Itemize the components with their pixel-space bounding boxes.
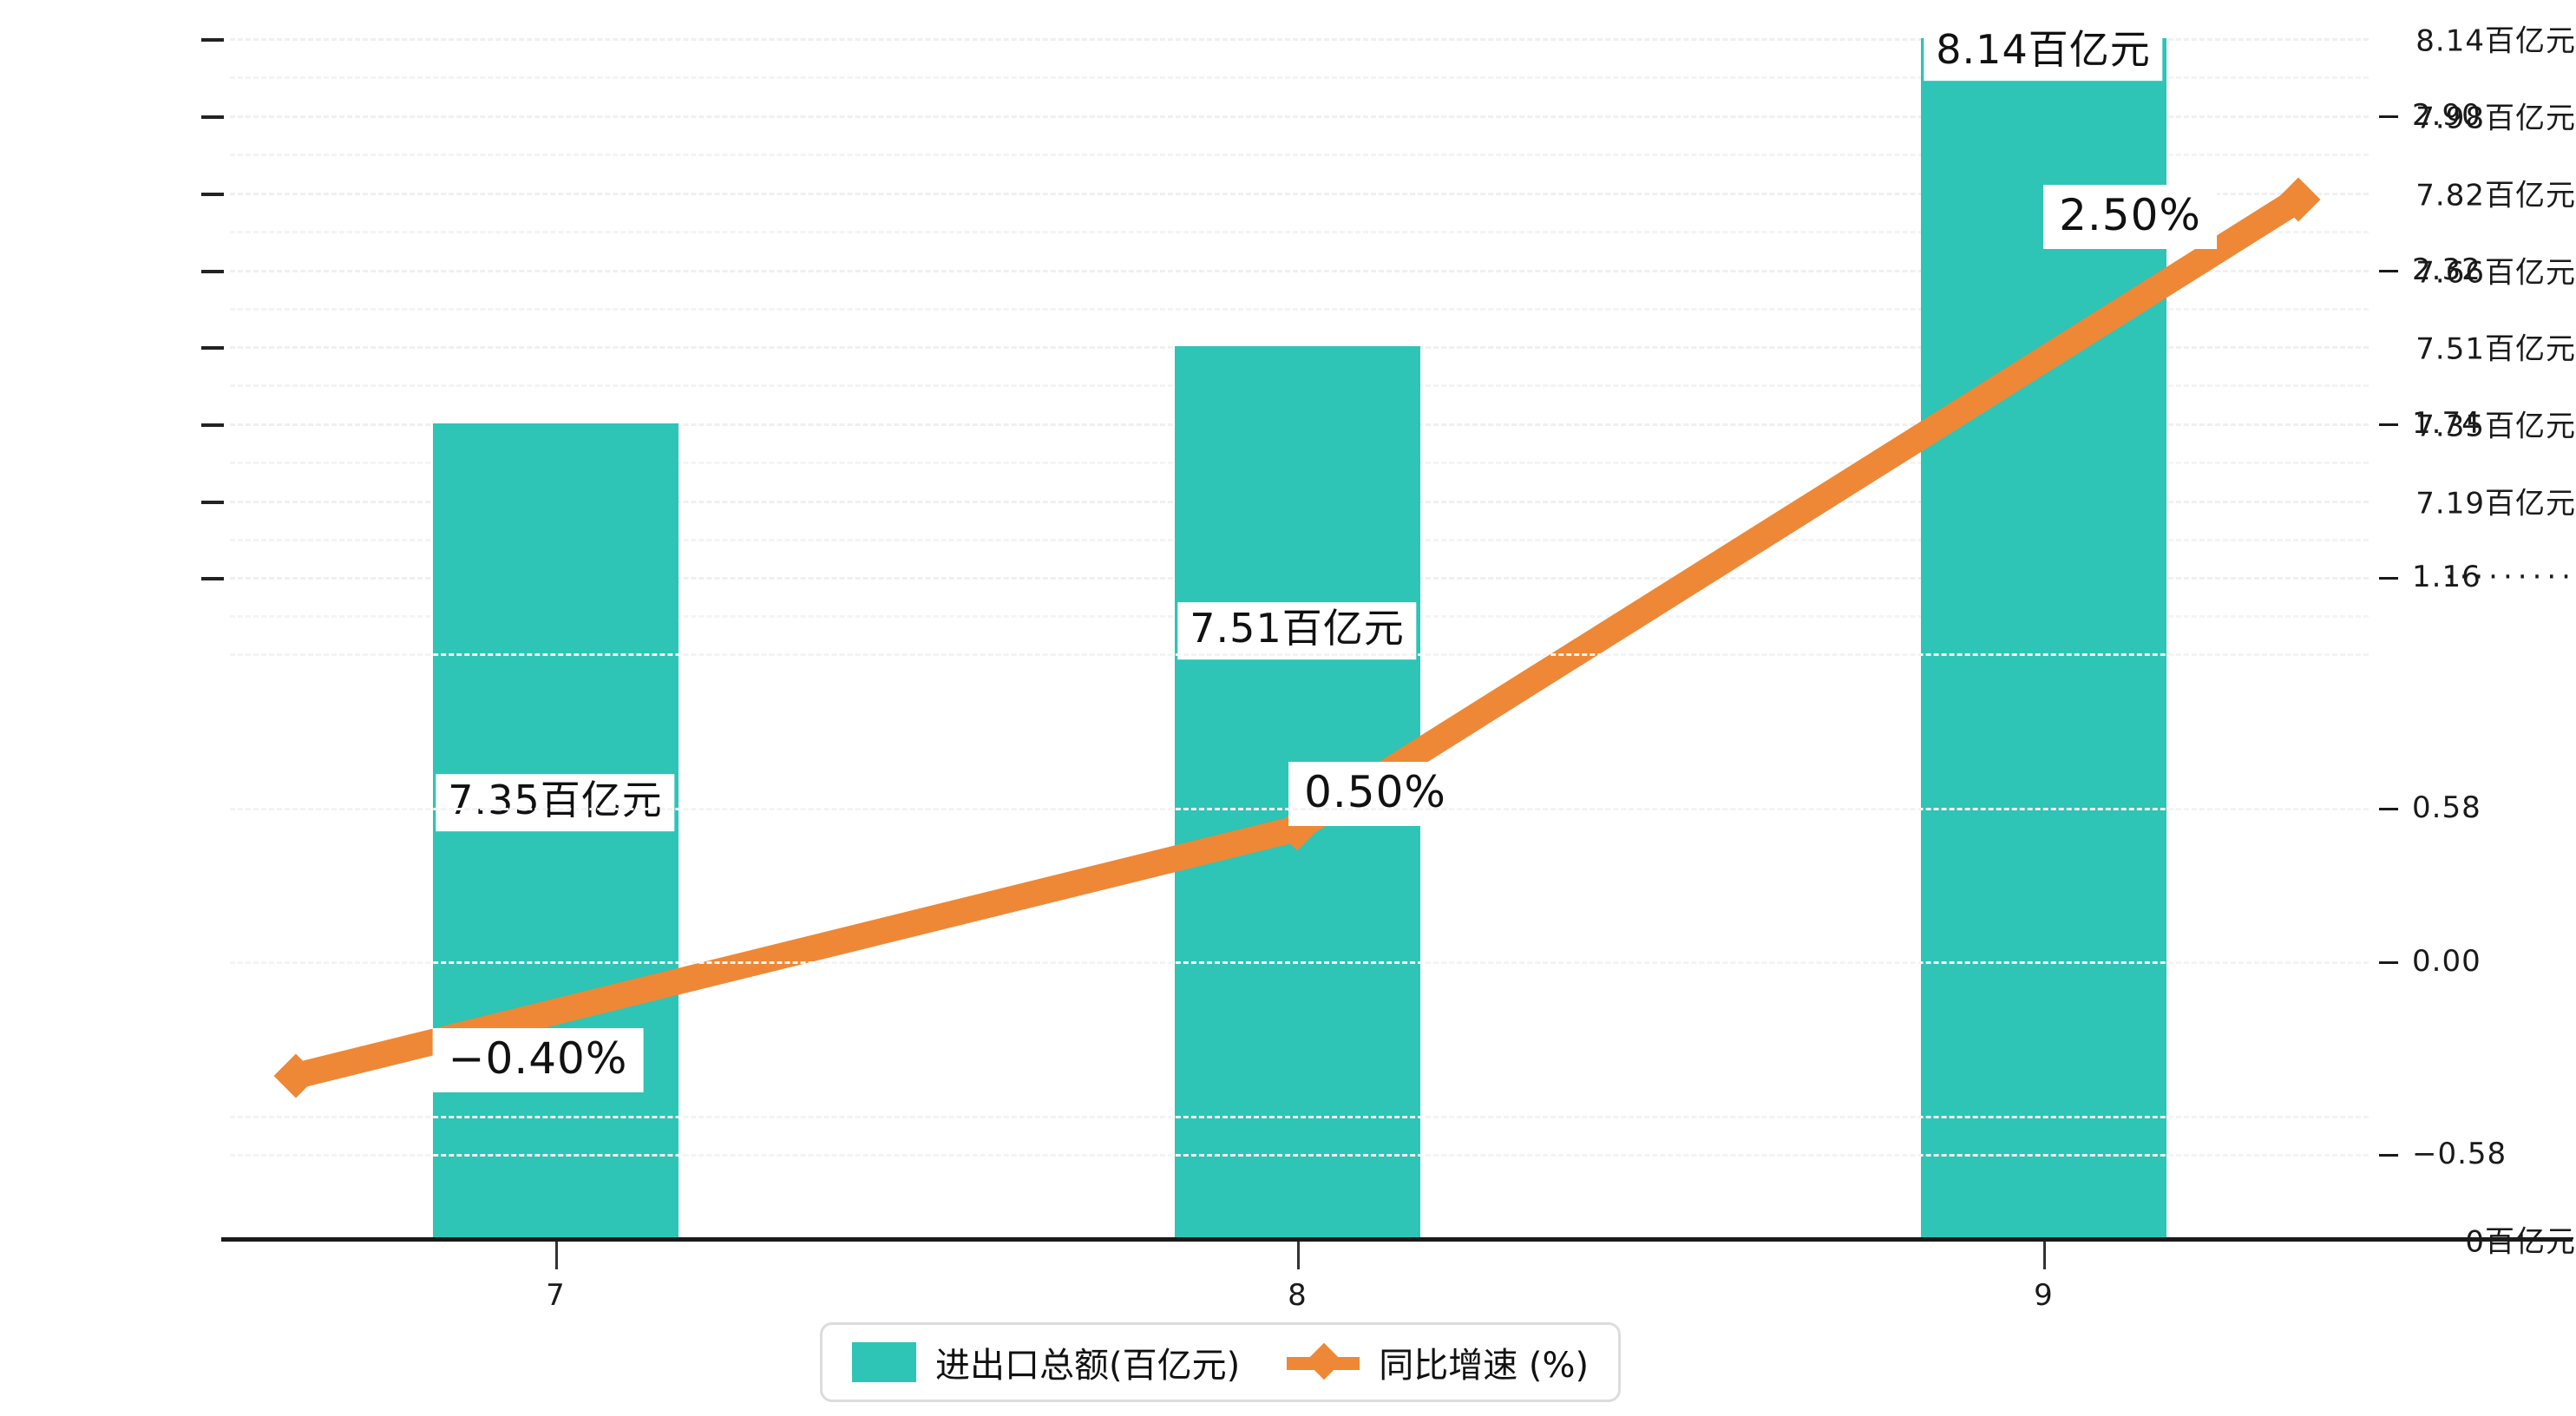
y-axis-label-right: 2.32 [2379, 252, 2481, 287]
gridline-minor [230, 76, 2369, 79]
line-marker-9 [2276, 177, 2321, 222]
gridline-minor [230, 653, 2369, 656]
chart-legend[interactable]: 进出口总额(百亿元) 同比增速 (%) [820, 1322, 1622, 1402]
tick-dash-icon [2379, 115, 2398, 118]
x-axis-line [221, 1237, 2573, 1242]
gridline-minor [230, 1154, 2369, 1157]
y-tick-left [201, 193, 224, 196]
gridline-minor [230, 961, 2369, 964]
y-axis-label-right: −0.58 [2379, 1137, 2507, 1171]
gridline [230, 115, 2369, 118]
y-axis-label-left-zero: 0百亿元 [2465, 1224, 2576, 1260]
y-axis-label-left: 8.14百亿元 [2415, 23, 2576, 59]
x-axis-label-7: 7 [546, 1278, 565, 1313]
x-tick-7 [555, 1242, 558, 1269]
legend-item-bar[interactable]: 进出口总额(百亿元) [852, 1337, 1240, 1387]
legend-label-bar: 进出口总额(百亿元) [935, 1346, 1241, 1386]
y-tick-left [201, 346, 224, 350]
line-marker-7 [273, 1053, 318, 1098]
y-axis-label-right: 0.00 [2379, 944, 2481, 979]
gridline-minor [230, 808, 2369, 810]
y-axis-label-left: 7.51百亿元 [2415, 331, 2576, 367]
tick-dash-icon [2379, 577, 2398, 580]
bar-value-label-7: 7.35百亿元 [436, 774, 675, 831]
y-tick-left [201, 38, 224, 42]
tick-dash-icon [2379, 808, 2398, 810]
y-tick-left [201, 115, 224, 119]
y-axis-label-right: 0.58 [2379, 790, 2481, 825]
y-axis-label-right: 1.74 [2379, 406, 2481, 441]
x-tick-9 [2043, 1242, 2046, 1269]
y-tick-left [201, 501, 224, 504]
tick-dash-icon [2379, 423, 2398, 426]
x-axis-label-8: 8 [1288, 1278, 1307, 1313]
legend-item-line[interactable]: 同比增速 (%) [1287, 1337, 1589, 1387]
tick-dash-icon [2379, 961, 2398, 964]
y-axis-label-left: 7.98百亿元 [2415, 101, 2576, 136]
legend-label-line: 同比增速 (%) [1379, 1346, 1590, 1386]
gridline [230, 38, 2369, 41]
gridline-minor [230, 154, 2369, 156]
x-tick-8 [1297, 1242, 1300, 1269]
y-axis-break-label: ········· [2444, 560, 2576, 594]
tick-dash-icon [2379, 1154, 2398, 1157]
bar-value-label-9: 8.14百亿元 [1924, 23, 2163, 81]
y-axis-label-right: 1.16 [2379, 560, 2481, 594]
gridline-minor [230, 1116, 2369, 1118]
y-axis-label-left: 7.19百亿元 [2415, 486, 2576, 521]
x-axis-label-9: 9 [2034, 1278, 2053, 1313]
bar-value-label-8: 7.51百亿元 [1177, 602, 1417, 659]
y-axis-label-right: 2.90 [2379, 98, 2481, 133]
y-tick-left [201, 270, 224, 273]
line-value-label-8: 0.50% [1288, 762, 1462, 826]
line-value-label-7: −0.40% [432, 1028, 644, 1092]
tick-dash-icon [2379, 270, 2398, 272]
legend-square-icon [852, 1342, 916, 1382]
y-tick-left [201, 577, 224, 580]
legend-line-diamond-icon [1287, 1342, 1360, 1380]
line-value-label-9: 2.50% [2043, 185, 2217, 249]
y-tick-left [201, 423, 224, 427]
y-axis-label-left: 7.35百亿元 [2415, 409, 2576, 444]
y-axis-label-left: 7.66百亿元 [2415, 255, 2576, 291]
y-axis-label-left: 7.82百亿元 [2415, 178, 2576, 213]
